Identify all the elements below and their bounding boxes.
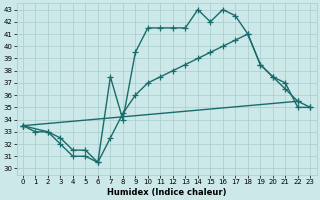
X-axis label: Humidex (Indice chaleur): Humidex (Indice chaleur) [107,188,226,197]
